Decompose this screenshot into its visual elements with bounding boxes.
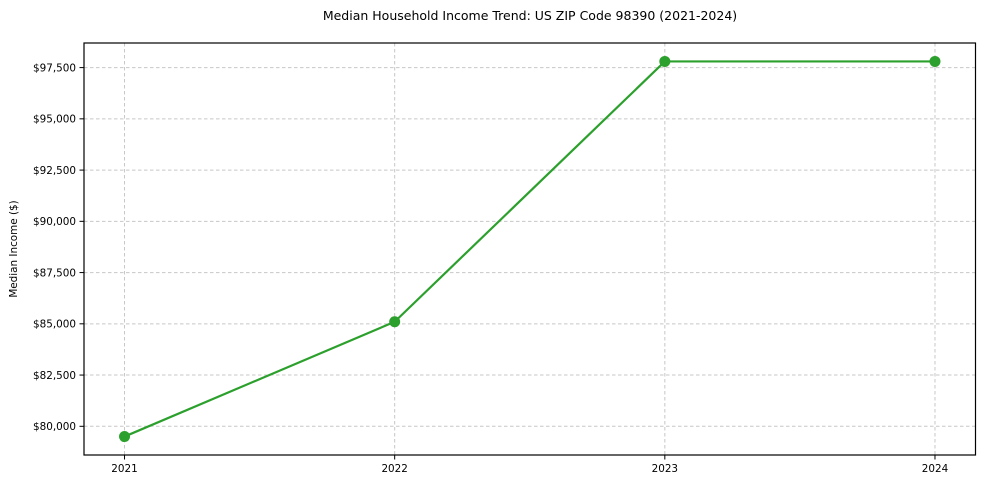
- chart-title: Median Household Income Trend: US ZIP Co…: [322, 8, 738, 23]
- x-tick-label: 2023: [652, 463, 678, 475]
- data-point-2021: [119, 431, 131, 443]
- y-tick-label: $97,500: [33, 62, 76, 74]
- y-axis-label: Median Income ($): [8, 200, 20, 298]
- y-tick-label: $87,500: [33, 267, 76, 279]
- y-tick-label: $82,500: [33, 370, 76, 382]
- y-tick-label: $95,000: [33, 114, 76, 126]
- x-tick-label: 2021: [111, 463, 137, 475]
- x-tick-label: 2022: [381, 463, 407, 475]
- data-point-2023: [659, 55, 671, 67]
- y-tick-label: $85,000: [33, 319, 76, 331]
- y-tick-label: $92,500: [33, 165, 76, 177]
- data-point-2022: [389, 316, 401, 328]
- plot-border: [83, 42, 977, 456]
- y-tick-label: $80,000: [33, 421, 76, 433]
- y-tick-label: $90,000: [33, 216, 76, 228]
- x-tick-label: 2024: [922, 463, 949, 475]
- trend-line: [123, 60, 937, 438]
- data-point-2024: [929, 55, 941, 67]
